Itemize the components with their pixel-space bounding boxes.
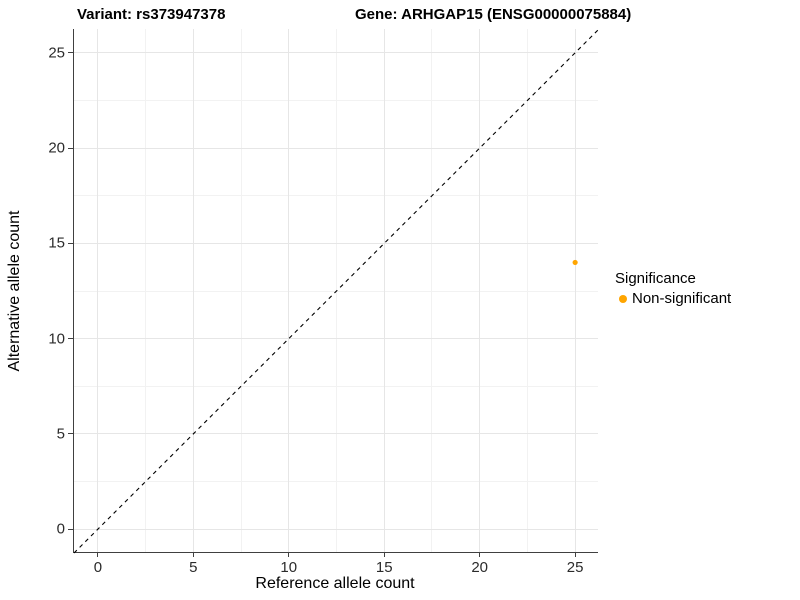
x-axis-tick (97, 552, 99, 557)
legend-title: Significance (615, 270, 696, 287)
y-axis-tick (68, 338, 73, 340)
y-axis-tick (68, 242, 73, 244)
x-axis-tick (574, 552, 576, 557)
y-tick-label: 0 (56, 520, 65, 538)
x-tick-label: 20 (471, 559, 489, 576)
chart-canvas (73, 28, 600, 554)
legend-point-icon (619, 294, 627, 303)
x-axis-tick (383, 552, 385, 557)
y-axis-tick (68, 528, 73, 530)
y-tick-label: 20 (48, 139, 65, 157)
y-tick-label: 25 (48, 44, 65, 62)
x-axis-title: Reference allele count (255, 575, 415, 592)
plot-panel: 0 5 10 15 20 25 0 5 10 15 20 25 (48, 28, 600, 576)
gene-title: Gene: ARHGAP15 (ENSG00000075884) (355, 6, 632, 23)
legend-item-label: Non-significant (632, 290, 732, 307)
y-axis-title: Alternative allele count (6, 210, 23, 372)
x-tick-label: 0 (93, 559, 103, 576)
y-axis-tick (68, 147, 73, 149)
y-tick-label: 15 (48, 234, 65, 252)
variant-title: Variant: rs373947378 (77, 6, 226, 23)
x-tick-label: 15 (375, 559, 393, 576)
x-axis-tick (288, 552, 290, 557)
data-point (572, 259, 578, 266)
y-tick-label: 5 (56, 425, 65, 443)
y-axis-tick (68, 433, 73, 435)
x-tick-label: 5 (189, 559, 198, 576)
x-tick-label: 10 (280, 559, 298, 576)
x-axis-tick (479, 552, 481, 557)
legend: Significance Non-significant (615, 270, 731, 307)
x-axis-tick (192, 552, 194, 557)
x-tick-label: 25 (566, 559, 584, 576)
legend-item: Non-significant (615, 290, 731, 307)
y-axis-tick (68, 52, 73, 54)
data-points-layer (572, 259, 578, 266)
identity-dashed-line (73, 28, 600, 554)
y-tick-label: 10 (48, 330, 65, 348)
